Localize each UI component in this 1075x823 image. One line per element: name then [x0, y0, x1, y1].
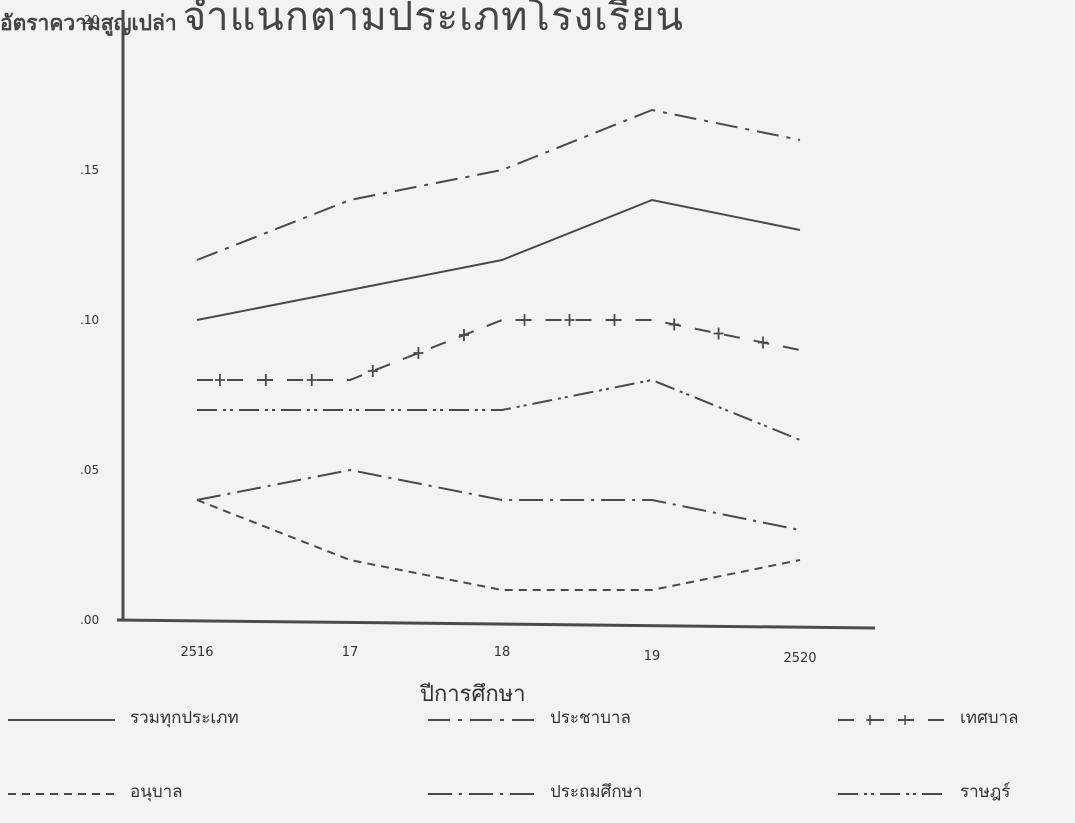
- legend-label: ประถมศึกษา: [550, 782, 643, 802]
- legend-item: ราษฎร์: [830, 778, 1010, 805]
- series-marker: [367, 365, 378, 377]
- legend-item: ประถมศึกษา: [420, 778, 642, 805]
- y-tick-label: .10: [80, 313, 99, 327]
- series-line: [196, 108, 801, 261]
- legend-item: อนุบาล: [0, 778, 183, 805]
- series-marker: [306, 374, 317, 386]
- legend-label: รวมทุกประเภท: [130, 708, 239, 728]
- chart-title-bold: อัตราความสูญเปล่า: [0, 11, 177, 35]
- series-marker: [669, 318, 680, 331]
- y-tick-label: .00: [80, 613, 99, 627]
- y-tick-label: .20: [80, 13, 99, 27]
- legend-label: เทศบาล: [960, 708, 1019, 728]
- series-line: [197, 378, 801, 441]
- series-marker: [758, 336, 768, 349]
- series-marker: [413, 347, 424, 359]
- series-line: [196, 499, 801, 591]
- legend-swatch: [838, 714, 945, 725]
- series-marker: [713, 327, 724, 340]
- y-tick-label: .15: [80, 163, 99, 177]
- legend-label: ราษฎร์: [960, 782, 1011, 802]
- legend-swatch: [8, 718, 115, 721]
- x-tick-label: 17: [342, 645, 359, 660]
- series-marker: [260, 374, 271, 386]
- series-marker: [214, 374, 225, 386]
- series-marker: [564, 314, 575, 326]
- legend-label: อนุบาล: [130, 782, 183, 802]
- chart-title: อัตราความสูญเปล่า จำแนกตามประเภทโรงเรียน: [0, 0, 684, 48]
- x-tick-label: 2516: [180, 645, 213, 660]
- series-marker: [609, 314, 620, 326]
- legend-item: เทศบาล: [830, 704, 1019, 731]
- legend-label: ประชาบาล: [550, 708, 631, 728]
- series-marker: [519, 314, 530, 326]
- legend-swatch: [428, 718, 535, 721]
- series-line: [196, 468, 801, 531]
- legend-swatch: [428, 792, 535, 795]
- legend-swatch: [8, 792, 115, 795]
- series-marker: [459, 329, 469, 341]
- legend-item: ประชาบาล: [420, 704, 631, 731]
- series-line: [196, 198, 801, 321]
- chart-title-light: จำแนกตามประเภทโรงเรียน: [182, 0, 684, 40]
- x-axis: [116, 618, 876, 630]
- x-axis-label: ปีการศึกษา: [420, 682, 526, 707]
- legend-swatch: [838, 792, 945, 795]
- series-line: [197, 319, 801, 381]
- y-tick-label: .05: [80, 463, 99, 477]
- x-tick-label: 2520: [783, 651, 816, 666]
- legend-item: รวมทุกประเภท: [0, 704, 239, 731]
- x-tick-label: 18: [494, 645, 511, 660]
- x-tick-label: 19: [644, 649, 661, 664]
